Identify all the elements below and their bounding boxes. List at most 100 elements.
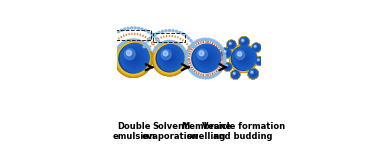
Circle shape bbox=[177, 42, 179, 44]
Circle shape bbox=[191, 60, 193, 62]
Circle shape bbox=[240, 38, 248, 46]
Circle shape bbox=[144, 42, 145, 44]
Circle shape bbox=[252, 44, 260, 52]
Circle shape bbox=[257, 59, 262, 63]
Circle shape bbox=[227, 41, 235, 49]
Circle shape bbox=[203, 44, 204, 46]
Circle shape bbox=[116, 42, 150, 75]
Circle shape bbox=[155, 37, 158, 39]
Circle shape bbox=[117, 31, 119, 33]
Circle shape bbox=[203, 55, 209, 62]
Circle shape bbox=[257, 58, 262, 64]
Circle shape bbox=[152, 41, 186, 76]
Circle shape bbox=[217, 52, 219, 54]
Circle shape bbox=[217, 43, 219, 45]
Circle shape bbox=[124, 49, 135, 60]
Circle shape bbox=[173, 41, 175, 43]
Circle shape bbox=[235, 49, 253, 67]
Circle shape bbox=[256, 57, 263, 65]
Circle shape bbox=[199, 76, 201, 78]
Circle shape bbox=[221, 68, 223, 70]
Circle shape bbox=[112, 35, 114, 37]
Circle shape bbox=[127, 51, 141, 65]
Circle shape bbox=[195, 47, 197, 49]
Circle shape bbox=[225, 52, 227, 54]
Circle shape bbox=[241, 39, 245, 42]
Circle shape bbox=[231, 71, 240, 79]
Circle shape bbox=[202, 76, 204, 79]
Circle shape bbox=[230, 45, 257, 72]
Circle shape bbox=[195, 46, 219, 70]
Circle shape bbox=[201, 53, 211, 63]
Circle shape bbox=[231, 71, 239, 79]
Circle shape bbox=[193, 44, 221, 72]
Circle shape bbox=[224, 51, 229, 55]
Circle shape bbox=[239, 37, 249, 47]
Circle shape bbox=[136, 39, 137, 41]
Circle shape bbox=[239, 37, 249, 47]
Circle shape bbox=[230, 45, 257, 72]
Circle shape bbox=[240, 38, 248, 46]
Circle shape bbox=[194, 48, 196, 50]
Circle shape bbox=[248, 69, 258, 79]
Circle shape bbox=[161, 30, 164, 32]
Circle shape bbox=[117, 42, 150, 75]
Circle shape bbox=[239, 54, 248, 63]
Circle shape bbox=[160, 43, 161, 45]
Circle shape bbox=[199, 70, 201, 72]
Circle shape bbox=[214, 47, 216, 49]
Circle shape bbox=[221, 48, 231, 58]
Circle shape bbox=[123, 41, 125, 43]
Circle shape bbox=[231, 71, 240, 79]
Circle shape bbox=[107, 40, 109, 42]
Circle shape bbox=[207, 38, 209, 41]
Circle shape bbox=[252, 43, 260, 52]
Circle shape bbox=[251, 71, 256, 76]
Circle shape bbox=[252, 43, 261, 52]
Circle shape bbox=[231, 71, 239, 79]
Circle shape bbox=[211, 45, 212, 47]
Circle shape bbox=[171, 40, 172, 42]
Circle shape bbox=[204, 44, 207, 46]
Circle shape bbox=[231, 71, 239, 79]
Circle shape bbox=[253, 44, 260, 51]
Circle shape bbox=[230, 46, 256, 72]
Circle shape bbox=[257, 59, 260, 61]
Circle shape bbox=[201, 44, 203, 46]
Circle shape bbox=[194, 74, 197, 76]
Circle shape bbox=[224, 63, 231, 71]
Circle shape bbox=[228, 41, 235, 49]
Circle shape bbox=[255, 57, 264, 65]
Circle shape bbox=[199, 39, 201, 41]
Circle shape bbox=[222, 49, 224, 52]
Circle shape bbox=[225, 64, 231, 70]
Circle shape bbox=[242, 39, 247, 45]
Circle shape bbox=[229, 45, 257, 72]
Circle shape bbox=[225, 65, 228, 67]
Circle shape bbox=[243, 40, 246, 44]
Circle shape bbox=[217, 65, 218, 67]
Circle shape bbox=[117, 47, 119, 49]
Circle shape bbox=[252, 73, 254, 75]
Circle shape bbox=[242, 57, 245, 60]
Circle shape bbox=[227, 41, 235, 49]
Circle shape bbox=[231, 44, 232, 46]
Circle shape bbox=[184, 50, 186, 52]
Circle shape bbox=[227, 40, 236, 49]
Circle shape bbox=[204, 57, 208, 60]
Circle shape bbox=[218, 60, 220, 62]
Circle shape bbox=[228, 41, 235, 49]
Circle shape bbox=[227, 40, 236, 49]
Circle shape bbox=[182, 33, 184, 35]
Circle shape bbox=[152, 41, 187, 76]
Circle shape bbox=[164, 52, 177, 65]
Circle shape bbox=[183, 48, 185, 50]
Circle shape bbox=[221, 48, 231, 58]
Circle shape bbox=[229, 45, 257, 72]
Circle shape bbox=[223, 52, 225, 54]
Circle shape bbox=[152, 35, 154, 37]
Circle shape bbox=[211, 70, 212, 72]
Circle shape bbox=[158, 40, 160, 42]
Circle shape bbox=[228, 41, 235, 48]
Circle shape bbox=[230, 43, 234, 47]
